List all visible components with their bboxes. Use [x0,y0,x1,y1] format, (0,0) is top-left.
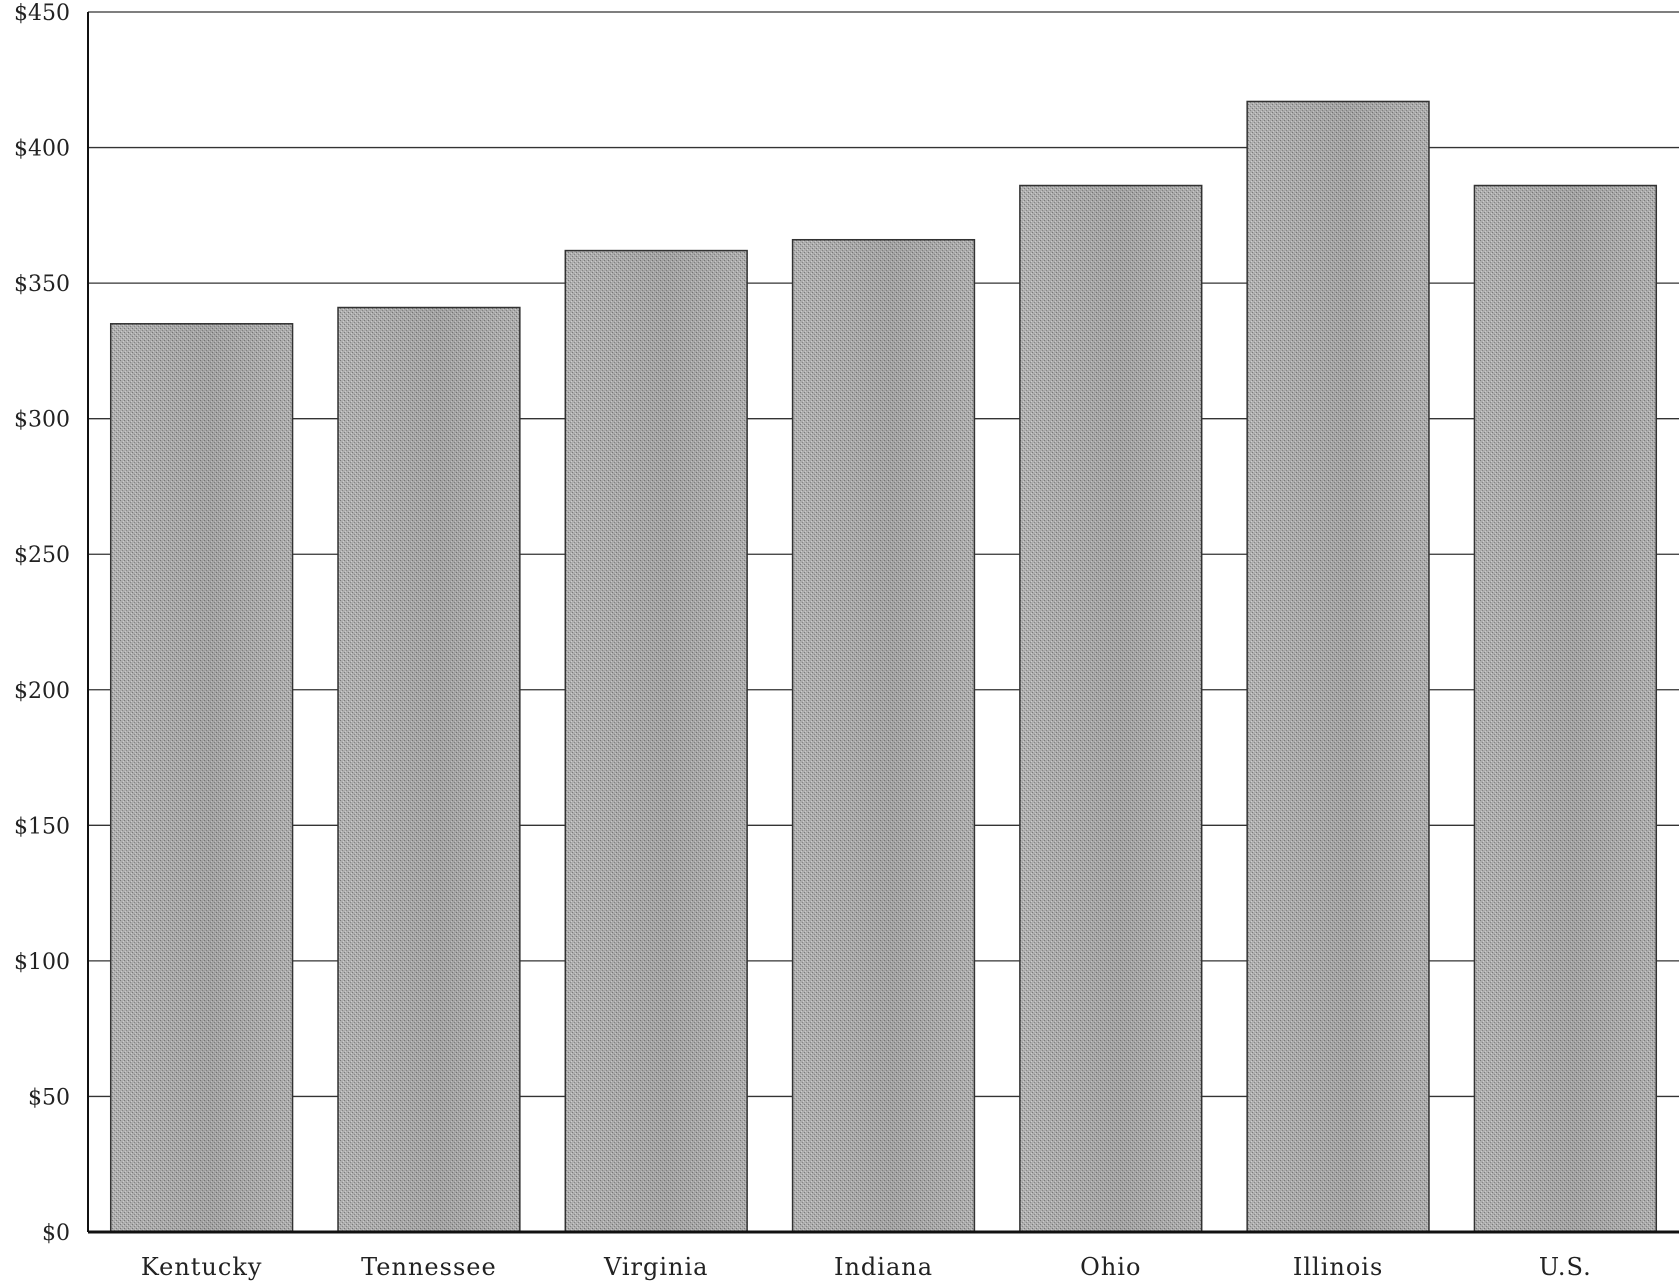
bar-shading [1474,185,1657,1232]
x-tick-labels: Kentucky Tennessee Virginia Indiana Ohio Illi… [141,1253,1592,1281]
y-tick-label: $300 [14,408,70,433]
bar-shading [565,250,748,1233]
x-tick-label: Tennessee [361,1253,497,1281]
y-tick-label: $50 [28,1085,70,1110]
bars [109,100,1658,1233]
x-tick-label: U.S. [1539,1253,1592,1281]
bar-shading [792,239,975,1232]
axes [87,12,1679,1234]
y-tick-label: $450 [14,1,70,26]
x-tick-label: Ohio [1080,1253,1141,1281]
x-tick-label: Virginia [603,1253,709,1281]
y-tick-label: $400 [14,137,70,162]
y-tick-label: $150 [14,814,70,839]
y-tick-label: $200 [14,679,70,704]
bar-shading [110,323,293,1232]
bar-shading [1247,101,1429,1232]
x-tick-label: Illinois [1293,1253,1383,1281]
bar-shading [1019,185,1202,1232]
x-tick-label: Indiana [834,1253,933,1281]
y-tick-labels: $0 $50 $100 $150 $200 $250 $300 $350 $400 $450 [14,1,70,1246]
y-tick-label: $0 [42,1221,70,1246]
y-tick-label: $350 [14,272,70,297]
y-tick-label: $250 [14,543,70,568]
y-tick-label: $100 [14,950,70,975]
x-tick-label: Kentucky [141,1253,263,1281]
bar-shading [338,307,520,1232]
